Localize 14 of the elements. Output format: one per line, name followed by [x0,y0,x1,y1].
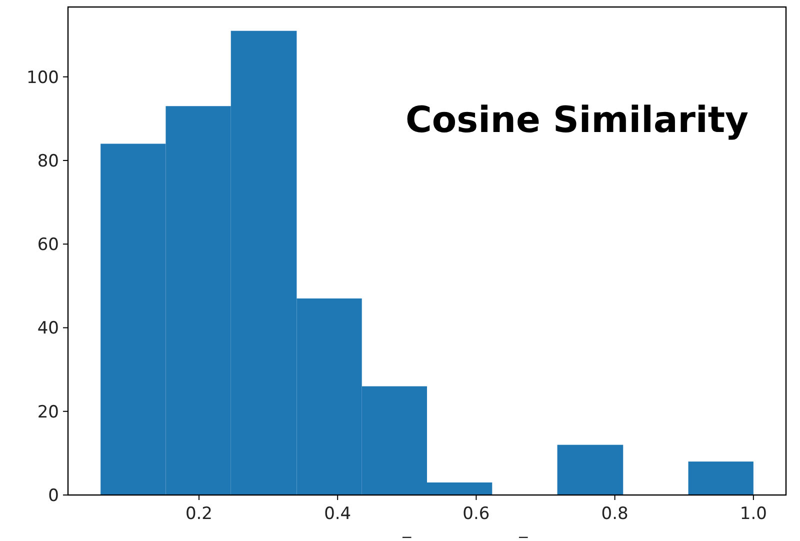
y-tick-label: 20 [37,402,59,422]
y-tick-label: 0 [48,486,59,506]
x-tick-label: 0.2 [185,504,213,524]
x-tick-label: 1.0 [740,504,767,524]
text: _ [518,519,528,539]
x-tick-label: 0.6 [462,504,490,524]
x-tick-label: 0.4 [324,504,352,524]
y-tick-label: 100 [26,68,59,88]
text: _ [402,519,412,539]
x-tick-label: 0.8 [601,504,628,524]
text: Cosine Similarity [405,100,749,141]
y-tick-label: 80 [37,151,59,172]
y-tick-label: 40 [37,318,59,339]
y-tick-label: 60 [37,235,59,256]
